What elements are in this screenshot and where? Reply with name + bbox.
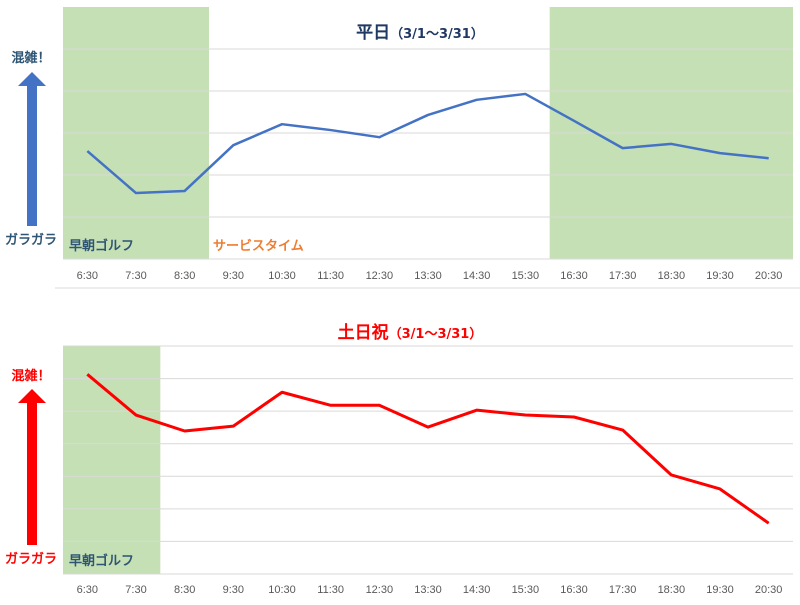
x-tick-label: 18:30 xyxy=(658,584,686,596)
x-tick-label: 15:30 xyxy=(512,270,540,282)
x-tick-label: 14:30 xyxy=(463,270,491,282)
x-tick-label: 12:30 xyxy=(366,584,394,596)
shaded-band xyxy=(63,346,161,574)
chart-title-main: 平日 xyxy=(356,23,390,43)
chart-title-period: （3/1～3/31） xyxy=(390,26,484,42)
x-tick-label: 12:30 xyxy=(366,270,394,282)
x-tick-label: 7:30 xyxy=(125,584,146,596)
x-tick-label: 10:30 xyxy=(268,584,296,596)
y-high-label: 混雑！ xyxy=(11,368,50,384)
up-arrow-icon xyxy=(18,72,46,226)
x-tick-label: 9:30 xyxy=(223,270,244,282)
x-tick-label: 6:30 xyxy=(77,584,98,596)
chart-title-main: 土日祝 xyxy=(338,322,389,343)
x-tick-label: 9:30 xyxy=(223,584,244,596)
x-tick-label: 14:30 xyxy=(463,584,491,596)
service-time-label: サービスタイム xyxy=(213,238,304,254)
chart-title-period: （3/1～3/31） xyxy=(389,326,483,342)
chart-weekday: 早朝ゴルフ 平日（3/1～3/31） サービスタイム 6:30 7:30 8:30 9:30… xyxy=(5,7,800,289)
x-tick-label: 8:30 xyxy=(174,584,195,596)
x-tick-label: 17:30 xyxy=(609,584,637,596)
x-tick-label: 20:30 xyxy=(755,584,783,596)
x-tick-label: 16:30 xyxy=(560,584,588,596)
x-tick-label: 20:30 xyxy=(755,270,783,282)
x-tick-label: 8:30 xyxy=(174,270,195,282)
chart-title: 土日祝（3/1～3/31） xyxy=(338,322,483,343)
up-arrow-icon xyxy=(18,389,46,545)
chart-weekend: 早朝ゴルフ 土日祝（3/1～3/31） 6:30 7:30 8:30 9:30 10:30 1… xyxy=(5,322,793,596)
x-tick-label: 19:30 xyxy=(706,270,734,282)
x-tick-label: 13:30 xyxy=(414,270,442,282)
x-tick-label: 11:30 xyxy=(317,270,344,282)
x-tick-label: 7:30 xyxy=(125,270,146,282)
y-low-label: ガラガラ xyxy=(5,233,57,248)
y-low-label: ガラガラ xyxy=(5,552,57,567)
x-tick-label: 17:30 xyxy=(609,270,637,282)
x-tick-label: 18:30 xyxy=(658,270,686,282)
x-tick-label: 16:30 xyxy=(560,270,588,282)
y-high-label: 混雑！ xyxy=(11,50,50,66)
band-label: 早朝ゴルフ xyxy=(69,553,134,569)
x-tick-label: 19:30 xyxy=(706,584,734,596)
band-label: 早朝ゴルフ xyxy=(69,238,134,254)
x-tick-label: 10:30 xyxy=(268,270,296,282)
x-tick-label: 6:30 xyxy=(77,270,98,282)
x-tick-label: 13:30 xyxy=(414,584,442,596)
x-tick-label: 11:30 xyxy=(317,584,344,596)
x-tick-label: 15:30 xyxy=(512,584,540,596)
series-line xyxy=(86,373,770,525)
chart-title: 平日（3/1～3/31） xyxy=(356,23,484,43)
